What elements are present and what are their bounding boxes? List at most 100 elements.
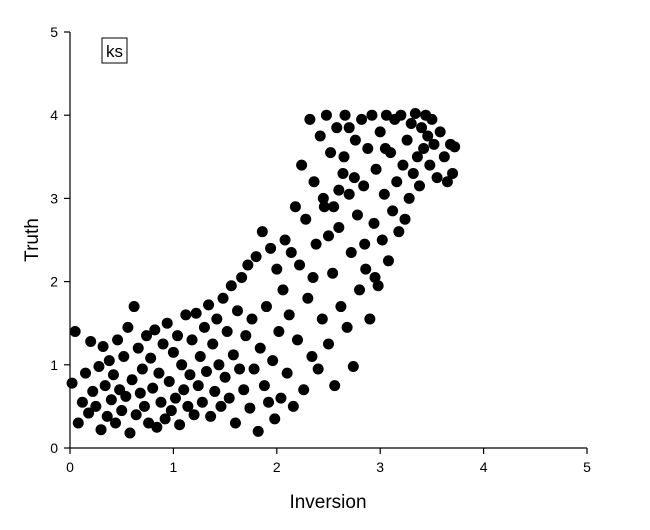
data-point (76, 396, 88, 408)
data-point (165, 405, 177, 417)
data-point (120, 390, 132, 402)
data-point (304, 113, 316, 125)
data-point (316, 313, 328, 325)
data-point (395, 109, 407, 121)
data-point (356, 113, 368, 125)
data-point (382, 255, 394, 267)
data-point (281, 367, 293, 379)
data-point (223, 392, 235, 404)
y-tick-label: 0 (50, 440, 58, 456)
data-point (271, 263, 283, 275)
data-point (194, 350, 206, 362)
data-point (298, 384, 310, 396)
data-point (250, 251, 262, 263)
x-ticks: 0 1 2 3 4 5 (66, 448, 591, 475)
data-point (99, 380, 111, 392)
data-point (426, 113, 438, 125)
data-point (277, 284, 289, 296)
data-point (126, 374, 138, 386)
x-tick-label: 2 (273, 459, 281, 475)
x-tick-label: 3 (376, 459, 384, 475)
data-point (196, 396, 208, 408)
data-point (354, 284, 366, 296)
data-point (109, 417, 121, 429)
data-point (83, 407, 95, 419)
data-point (349, 134, 361, 146)
data-point (72, 417, 84, 429)
data-point (449, 141, 461, 153)
data-point (149, 324, 161, 336)
data-point (387, 205, 399, 217)
data-point (447, 167, 459, 179)
data-point (343, 188, 355, 200)
y-ticks: 0 1 2 3 4 5 (50, 24, 70, 456)
data-point (85, 336, 97, 348)
data-point (291, 334, 303, 346)
data-point (329, 380, 341, 392)
data-point (221, 326, 233, 338)
data-point (267, 355, 279, 367)
data-point (172, 330, 184, 342)
data-point (234, 363, 246, 375)
data-point (107, 369, 119, 381)
data-point (69, 326, 81, 338)
data-point (337, 167, 349, 179)
data-point (101, 410, 113, 422)
data-point (348, 172, 360, 184)
data-point (217, 292, 229, 304)
data-point (155, 396, 167, 408)
data-point (254, 342, 266, 354)
data-point (318, 201, 330, 213)
data-point (103, 355, 115, 367)
data-point (339, 109, 351, 121)
data-point (331, 122, 343, 134)
data-point (360, 263, 372, 275)
x-tick-label: 1 (170, 459, 178, 475)
data-point (240, 330, 252, 342)
data-point (147, 382, 159, 394)
data-point (338, 151, 350, 163)
data-point (328, 201, 340, 213)
data-point (431, 172, 443, 184)
data-point (232, 305, 244, 317)
data-point (273, 326, 285, 338)
data-point (317, 192, 329, 204)
data-point (229, 417, 241, 429)
data-point (200, 365, 212, 377)
data-point (391, 176, 403, 188)
data-point (145, 352, 157, 364)
data-point (345, 246, 357, 258)
data-point (407, 167, 419, 179)
data-point (333, 184, 345, 196)
data-point (238, 384, 250, 396)
data-point (105, 394, 117, 406)
data-point (351, 209, 363, 221)
data-point (347, 360, 359, 372)
data-point (256, 226, 268, 238)
data-point (176, 359, 188, 371)
data-point (325, 147, 337, 159)
data-point (97, 340, 109, 352)
data-point (314, 130, 326, 142)
legend-label: ks (106, 42, 123, 61)
x-tick-label: 4 (480, 459, 488, 475)
data-point (207, 338, 219, 350)
data-point (244, 402, 256, 414)
data-point (405, 118, 417, 130)
y-axis-label: Truth (22, 218, 43, 262)
y-tick-label: 2 (50, 274, 58, 290)
data-point (320, 109, 332, 121)
data-point (122, 321, 134, 333)
data-point (380, 109, 392, 121)
data-point (294, 259, 306, 271)
data-point (213, 359, 225, 371)
data-point (167, 346, 179, 358)
data-point (248, 363, 260, 375)
data-point (174, 419, 186, 431)
data-point (138, 400, 150, 412)
data-point (192, 380, 204, 392)
data-point (215, 400, 227, 412)
data-point (178, 384, 190, 396)
data-point (184, 369, 196, 381)
